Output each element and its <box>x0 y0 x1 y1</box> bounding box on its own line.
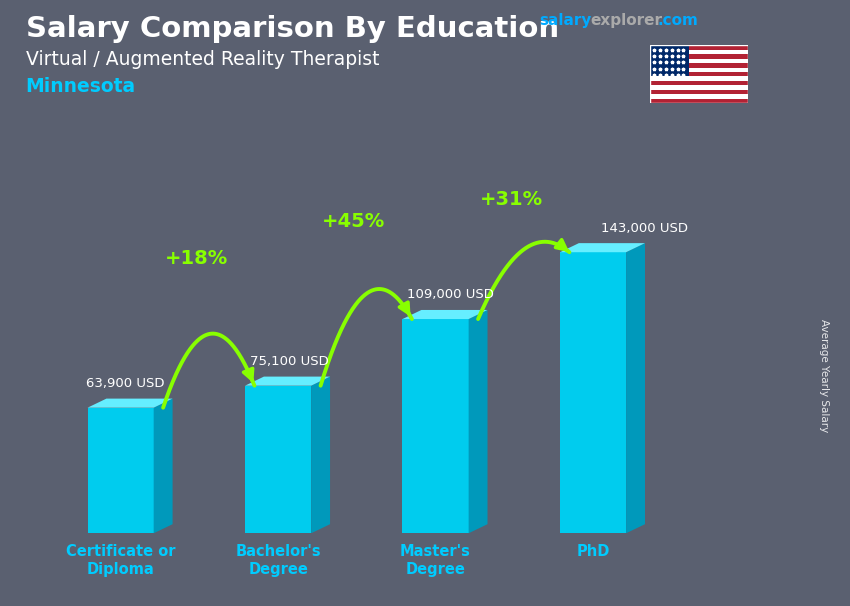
Polygon shape <box>311 376 330 533</box>
Bar <box>650 45 689 76</box>
Polygon shape <box>154 399 173 533</box>
Text: 75,100 USD: 75,100 USD <box>250 355 328 368</box>
Bar <box>650 63 748 68</box>
Text: Minnesota: Minnesota <box>26 77 136 96</box>
Polygon shape <box>560 243 645 252</box>
Text: .com: .com <box>657 13 698 28</box>
Polygon shape <box>88 399 173 408</box>
Polygon shape <box>245 376 330 385</box>
Bar <box>650 45 748 50</box>
Bar <box>650 68 748 72</box>
Text: 63,900 USD: 63,900 USD <box>86 377 164 390</box>
Bar <box>650 59 748 63</box>
Polygon shape <box>468 310 488 533</box>
Bar <box>650 55 748 59</box>
Bar <box>650 85 748 90</box>
Text: Average Yearly Salary: Average Yearly Salary <box>819 319 829 432</box>
Text: 143,000 USD: 143,000 USD <box>601 222 688 235</box>
Text: +45%: +45% <box>322 212 385 231</box>
Bar <box>88 408 154 533</box>
Polygon shape <box>403 310 488 319</box>
Bar <box>403 319 468 533</box>
Text: Virtual / Augmented Reality Therapist: Virtual / Augmented Reality Therapist <box>26 50 379 68</box>
Text: Salary Comparison By Education: Salary Comparison By Education <box>26 15 558 43</box>
Text: 109,000 USD: 109,000 USD <box>407 288 494 301</box>
Bar <box>650 90 748 94</box>
Bar <box>245 385 311 533</box>
Polygon shape <box>626 243 645 533</box>
Text: +18%: +18% <box>165 248 228 268</box>
Text: salary: salary <box>540 13 592 28</box>
Bar <box>560 252 626 533</box>
Text: explorer: explorer <box>591 13 663 28</box>
Text: +31%: +31% <box>479 190 542 210</box>
Bar <box>650 50 748 55</box>
Bar <box>650 72 748 76</box>
Bar <box>650 94 748 99</box>
Bar <box>650 99 748 103</box>
Bar <box>650 81 748 85</box>
Bar <box>650 76 748 81</box>
